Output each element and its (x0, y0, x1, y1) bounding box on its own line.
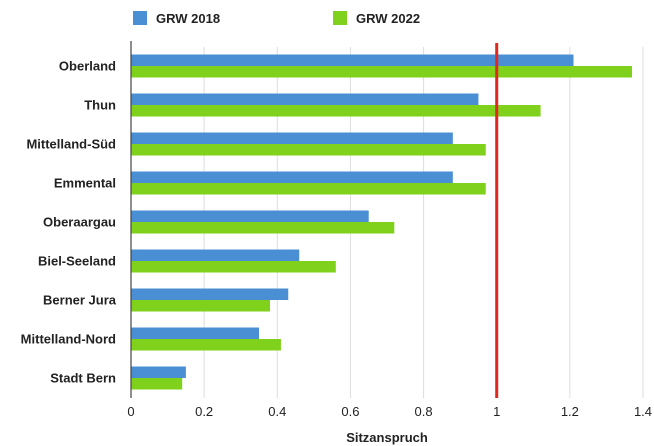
bar-thun-grw-2018 (131, 93, 479, 105)
category-label: Biel-Seeland (38, 254, 116, 269)
category-labels: Oberland Thun Mittelland-Süd Emmental Oberaa… (21, 59, 117, 386)
legend-swatch-grw-2022 (333, 11, 347, 25)
bar-oberland-grw-2018 (131, 54, 574, 66)
legend-label-grw-2022: GRW 2022 (356, 11, 420, 26)
bar-berner-jura-grw-2018 (131, 288, 289, 300)
category-label: Emmental (54, 176, 116, 191)
category-label: Mittelland-Nord (21, 332, 116, 347)
category-label: Oberland (59, 59, 116, 74)
bar-mittelland-nord-grw-2022 (131, 339, 281, 351)
legend-label-grw-2018: GRW 2018 (156, 11, 220, 26)
bar-thun-grw-2022 (131, 105, 541, 117)
bar-biel-seeland-grw-2022 (131, 261, 336, 273)
category-label: Berner Jura (43, 293, 117, 308)
bar-oberaargau-grw-2018 (131, 210, 369, 222)
bar-mittelland-s-d-grw-2018 (131, 132, 453, 144)
x-tick-label: 0 (127, 404, 134, 419)
bar-mittelland-nord-grw-2018 (131, 327, 259, 339)
x-axis-tick-labels: 0 0.2 0.4 0.6 0.8 1 1.2 1.4 (127, 404, 652, 419)
bar-berner-jura-grw-2022 (131, 300, 270, 312)
bar-emmental-grw-2022 (131, 183, 486, 195)
legend-swatch-grw-2018 (133, 11, 147, 25)
category-label: Thun (84, 98, 116, 113)
x-tick-label: 0.2 (195, 404, 213, 419)
category-label: Mittelland-Süd (26, 137, 116, 152)
x-tick-label: 0.6 (341, 404, 359, 419)
bar-emmental-grw-2018 (131, 171, 453, 183)
category-label: Stadt Bern (50, 371, 116, 386)
category-label: Oberaargau (43, 215, 116, 230)
x-tick-label: 0.8 (415, 404, 433, 419)
bars (131, 54, 633, 390)
bar-mittelland-s-d-grw-2022 (131, 144, 486, 156)
bar-biel-seeland-grw-2018 (131, 249, 300, 261)
bar-stadt-bern-grw-2022 (131, 378, 183, 390)
x-tick-label: 1 (493, 404, 500, 419)
x-tick-label: 0.4 (268, 404, 286, 419)
legend: GRW 2018 GRW 2022 (133, 11, 420, 26)
bar-oberland-grw-2022 (131, 66, 633, 78)
x-axis-title: Sitzanspruch (346, 430, 428, 445)
x-tick-label: 1.4 (634, 404, 652, 419)
bar-oberaargau-grw-2022 (131, 222, 395, 234)
bar-stadt-bern-grw-2018 (131, 366, 186, 378)
x-tick-label: 1.2 (561, 404, 579, 419)
